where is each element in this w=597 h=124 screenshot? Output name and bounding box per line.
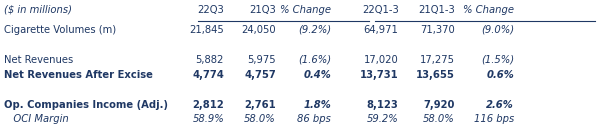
Text: (1.6%): (1.6%) bbox=[298, 55, 331, 65]
Text: 5,882: 5,882 bbox=[196, 55, 224, 65]
Text: 7,920: 7,920 bbox=[423, 99, 454, 109]
Text: Op. Companies Income (Adj.): Op. Companies Income (Adj.) bbox=[4, 99, 168, 109]
Text: 21Q3: 21Q3 bbox=[249, 5, 276, 15]
Text: 64,971: 64,971 bbox=[364, 25, 399, 35]
Text: 24,050: 24,050 bbox=[241, 25, 276, 35]
Text: Cigarette Volumes (m): Cigarette Volumes (m) bbox=[4, 25, 116, 35]
Text: 2.6%: 2.6% bbox=[487, 99, 514, 109]
Text: 21,845: 21,845 bbox=[189, 25, 224, 35]
Text: 0.6%: 0.6% bbox=[487, 70, 514, 80]
Text: 8,123: 8,123 bbox=[367, 99, 399, 109]
Text: 4,757: 4,757 bbox=[244, 70, 276, 80]
Text: 58.0%: 58.0% bbox=[244, 114, 276, 124]
Text: 17,275: 17,275 bbox=[420, 55, 454, 65]
Text: 86 bps: 86 bps bbox=[297, 114, 331, 124]
Text: (9.0%): (9.0%) bbox=[481, 25, 514, 35]
Text: 2,761: 2,761 bbox=[244, 99, 276, 109]
Text: 58.9%: 58.9% bbox=[192, 114, 224, 124]
Text: 116 bps: 116 bps bbox=[474, 114, 514, 124]
Text: (9.2%): (9.2%) bbox=[298, 25, 331, 35]
Text: 1.8%: 1.8% bbox=[303, 99, 331, 109]
Text: % Change: % Change bbox=[280, 5, 331, 15]
Text: 4,774: 4,774 bbox=[192, 70, 224, 80]
Text: 17,020: 17,020 bbox=[364, 55, 399, 65]
Text: OCI Margin: OCI Margin bbox=[4, 114, 69, 124]
Text: % Change: % Change bbox=[463, 5, 514, 15]
Text: (1.5%): (1.5%) bbox=[481, 55, 514, 65]
Text: 71,370: 71,370 bbox=[420, 25, 454, 35]
Text: 59.2%: 59.2% bbox=[367, 114, 399, 124]
Text: 21Q1-3: 21Q1-3 bbox=[418, 5, 454, 15]
Text: 5,975: 5,975 bbox=[247, 55, 276, 65]
Text: Net Revenues After Excise: Net Revenues After Excise bbox=[4, 70, 153, 80]
Text: 2,812: 2,812 bbox=[192, 99, 224, 109]
Text: 13,731: 13,731 bbox=[360, 70, 399, 80]
Text: Net Revenues: Net Revenues bbox=[4, 55, 73, 65]
Text: 0.4%: 0.4% bbox=[303, 70, 331, 80]
Text: 13,655: 13,655 bbox=[416, 70, 454, 80]
Text: ($ in millions): ($ in millions) bbox=[4, 5, 72, 15]
Text: 58.0%: 58.0% bbox=[423, 114, 454, 124]
Text: 22Q3: 22Q3 bbox=[197, 5, 224, 15]
Text: 22Q1-3: 22Q1-3 bbox=[362, 5, 399, 15]
